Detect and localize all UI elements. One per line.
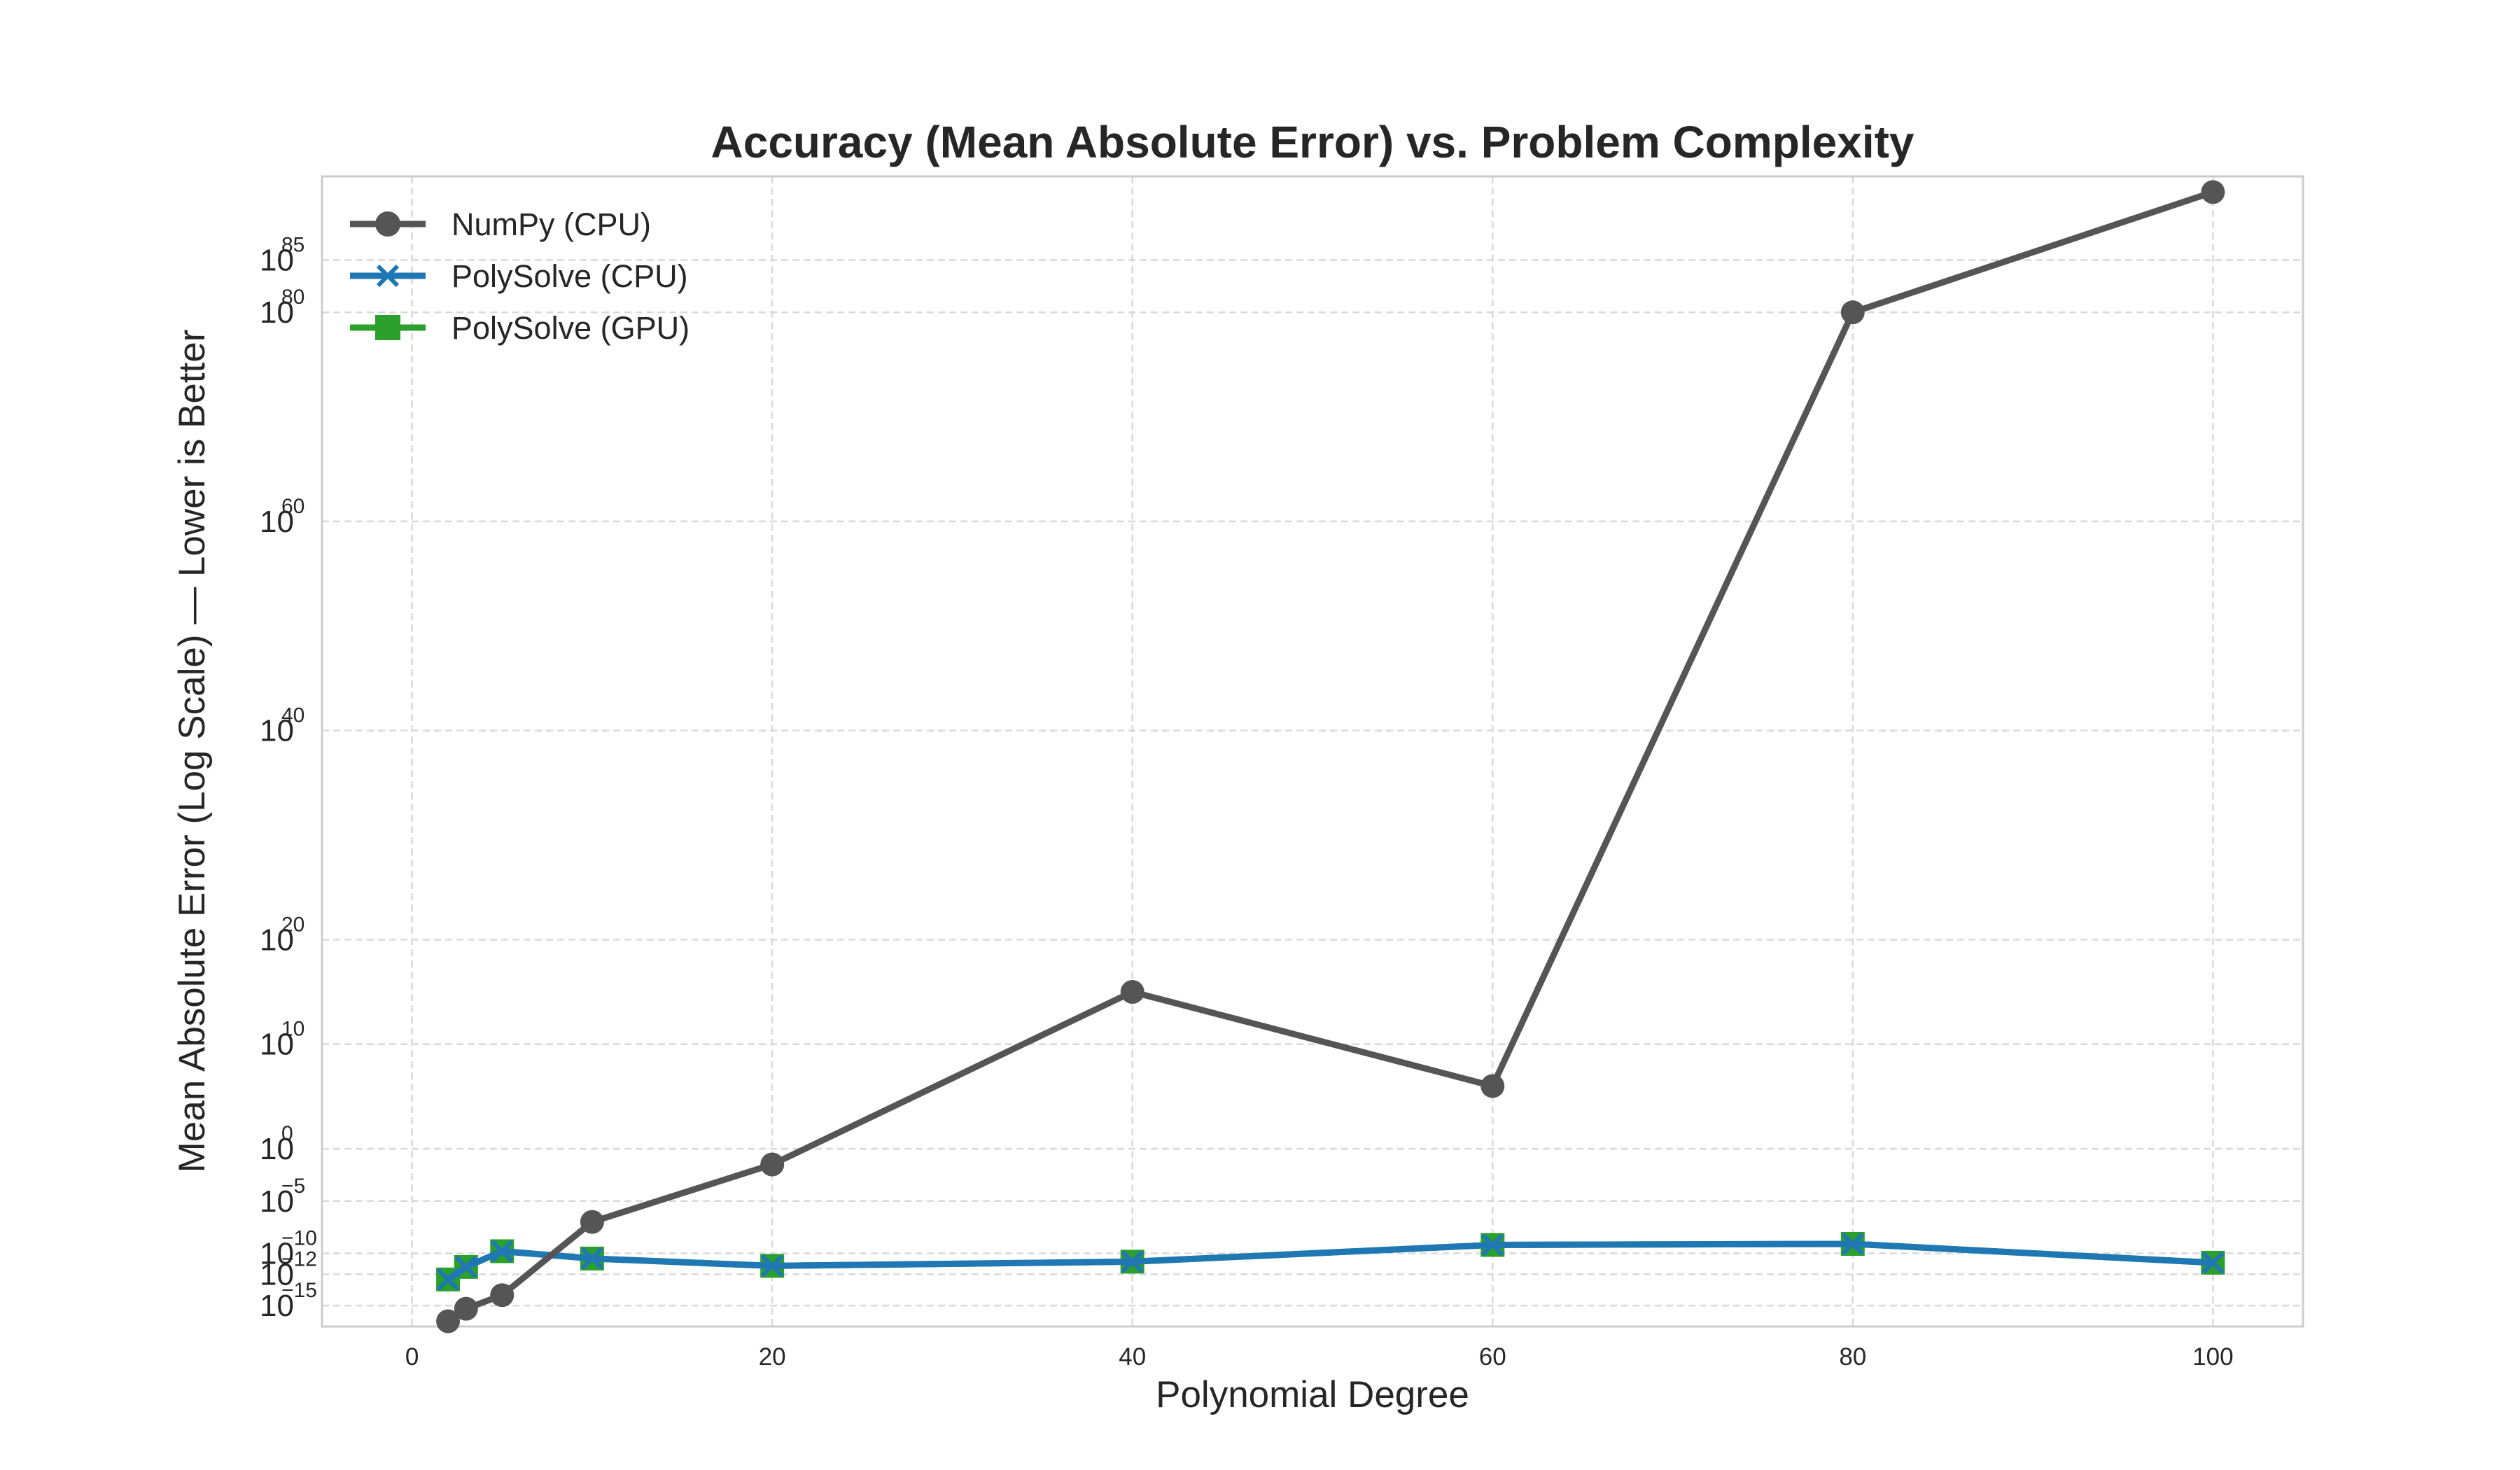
x-axis-label: Polynomial Degree	[1156, 1374, 1469, 1415]
y-tick-base: 10	[260, 505, 294, 539]
data-point	[454, 1296, 478, 1321]
data-point	[1121, 1250, 1144, 1273]
y-tick-exponent: −10	[281, 1226, 317, 1250]
data-point	[580, 1247, 604, 1270]
y-axis-label: Mean Absolute Error (Log Scale) — Lower …	[172, 330, 213, 1173]
y-tick-label: 10−15	[260, 1279, 317, 1323]
data-point	[1840, 300, 1865, 325]
data-point	[2201, 180, 2225, 204]
y-tick-exponent: −15	[281, 1279, 317, 1302]
y-tick-base: 10	[260, 1132, 294, 1166]
data-point	[1481, 1233, 1504, 1256]
y-tick-label: 10−5	[260, 1175, 305, 1219]
legend-marker-polysolve-gpu	[375, 315, 400, 340]
y-tick-base: 10	[260, 714, 294, 748]
legend-marker-polysolve-cpu	[376, 264, 400, 288]
y-tick-label: 10−12	[260, 1247, 317, 1292]
data-point	[1480, 1074, 1505, 1098]
y-tick-base: 10	[260, 295, 294, 330]
y-tick-label: 10−10	[260, 1226, 317, 1270]
y-tick-base: 10	[260, 1257, 294, 1292]
y-tick-exponent: 80	[281, 286, 304, 309]
y-tick-exponent: −12	[281, 1247, 317, 1270]
data-point	[2202, 1251, 2225, 1275]
legend-label-polysolve-gpu: PolySolve (GPU)	[451, 310, 690, 346]
x-tick-label: 100	[2192, 1343, 2233, 1371]
data-point	[454, 1255, 477, 1278]
legend-label-numpy-cpu: NumPy (CPU)	[451, 206, 651, 242]
y-tick-exponent: 85	[281, 233, 304, 256]
legend-marker-numpy-cpu	[375, 211, 400, 237]
y-tick-exponent: 10	[281, 1018, 304, 1041]
y-tick-base: 10	[260, 1289, 294, 1323]
y-tick-base: 10	[260, 1184, 294, 1219]
series-layer	[436, 180, 2225, 1334]
legend-item-polysolve-cpu: PolySolve (CPU)	[350, 258, 688, 294]
x-tick-label: 40	[1119, 1343, 1146, 1371]
legend: NumPy (CPU) PolySolve (CPU) PolySolve (G…	[350, 206, 690, 346]
legend-item-polysolve-gpu: PolySolve (GPU)	[350, 310, 690, 346]
y-tick-label: 100	[260, 1122, 294, 1166]
data-point	[436, 1268, 460, 1291]
data-point	[1120, 980, 1144, 1004]
x-tick-label: 20	[759, 1343, 786, 1371]
data-point	[491, 1240, 514, 1263]
x-tick-label: 80	[1839, 1343, 1866, 1371]
y-tick-base: 10	[260, 1028, 294, 1062]
y-tick-exponent: 0	[281, 1122, 293, 1145]
grid	[322, 176, 2303, 1326]
y-tick-base: 10	[260, 1236, 294, 1270]
data-point	[490, 1283, 514, 1308]
legend-item-numpy-cpu: NumPy (CPU)	[350, 206, 651, 242]
y-tick-exponent: 20	[281, 913, 304, 936]
y-axis-ticks: 10−1510−1210−1010−5100101010201040106010…	[260, 233, 317, 1323]
y-tick-exponent: 40	[281, 704, 304, 727]
y-tick-base: 10	[260, 923, 294, 957]
series-numpy-cpu	[436, 180, 2225, 1334]
y-tick-exponent: −5	[281, 1175, 305, 1198]
chart-title: Accuracy (Mean Absolute Error) vs. Probl…	[711, 117, 1914, 167]
y-tick-base: 10	[260, 243, 294, 277]
data-point	[760, 1152, 785, 1177]
x-tick-label: 60	[1479, 1343, 1506, 1371]
legend-label-polysolve-cpu: PolySolve (CPU)	[451, 258, 688, 294]
x-tick-label: 0	[405, 1343, 419, 1371]
data-point	[580, 1210, 604, 1234]
data-point	[761, 1254, 784, 1278]
y-tick-exponent: 60	[281, 495, 304, 518]
data-point	[436, 1309, 461, 1334]
x-axis-ticks: 0 20 40 60 80 100	[405, 1343, 2234, 1371]
series-polysolve-cpu	[436, 1232, 2225, 1291]
plot-frame	[321, 175, 2304, 1328]
data-point	[1841, 1232, 1864, 1256]
